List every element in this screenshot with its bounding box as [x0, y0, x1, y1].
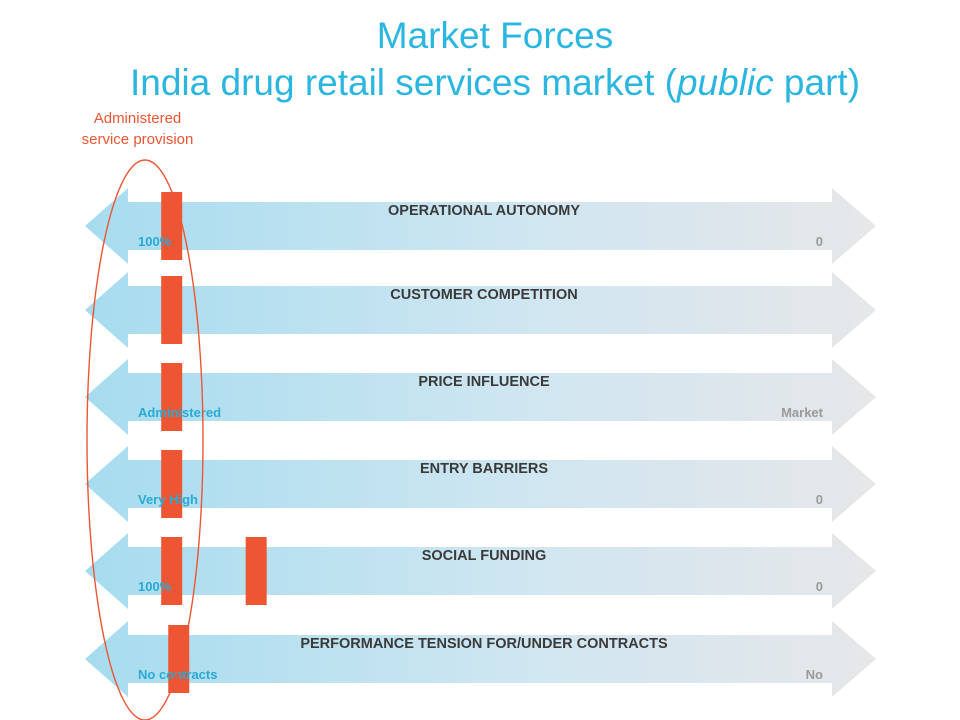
- highlight-ellipse: [86, 159, 204, 720]
- right-end-label: 0: [816, 579, 823, 594]
- double-arrow: [85, 188, 876, 264]
- double-arrow: [85, 359, 876, 435]
- double-arrow: [85, 272, 876, 348]
- arrow-row: CUSTOMER COMPETITION: [85, 272, 876, 348]
- arrow-row: PRICE INFLUENCE Administered Market: [85, 359, 876, 435]
- position-marker: [161, 537, 183, 605]
- position-marker: [161, 276, 183, 344]
- left-end-label: Administered: [138, 405, 221, 420]
- page-subtitle: India drug retail services market (publi…: [0, 64, 960, 101]
- double-arrow: [85, 533, 876, 609]
- arrow-row: ENTRY BARRIERS Very High 0: [85, 446, 876, 522]
- arrow-label: ENTRY BARRIERS: [420, 461, 548, 477]
- position-marker: [245, 537, 267, 605]
- right-end-label: 0: [816, 492, 823, 507]
- highlight-caption: Administered service provision: [60, 108, 215, 150]
- arrow-label: OPERATIONAL AUTONOMY: [388, 203, 580, 219]
- arrow-label: CUSTOMER COMPETITION: [390, 287, 577, 303]
- left-end-label: 100%: [138, 579, 172, 594]
- arrow-label: PERFORMANCE TENSION FOR/UNDER CONTRACTS: [300, 636, 668, 652]
- arrow-label: SOCIAL FUNDING: [422, 548, 547, 564]
- position-marker: [161, 450, 183, 518]
- page-title: Market Forces: [376, 15, 614, 56]
- left-end-label: No contracts: [138, 667, 217, 682]
- arrows-layer: OPERATIONAL AUTONOMY 100% 0 CUSTOMER COMPET…: [85, 188, 876, 697]
- arrow-row: SOCIAL FUNDING 100% 0: [85, 533, 876, 609]
- left-end-label: Very High: [138, 492, 198, 507]
- arrow-row: OPERATIONAL AUTONOMY 100% 0: [85, 188, 876, 264]
- arrow-label: PRICE INFLUENCE: [418, 374, 550, 390]
- left-end-label: 100%: [138, 234, 172, 249]
- arrow-row: PERFORMANCE TENSION FOR/UNDER CONTRACTS N…: [85, 621, 876, 697]
- caption-line-1: Administered: [93, 110, 182, 127]
- caption-line-2: service provision: [81, 131, 194, 148]
- position-marker: [168, 625, 190, 693]
- subtitle-pre: India drug retail services market (: [129, 62, 677, 103]
- right-end-label: Market: [781, 405, 824, 420]
- right-end-label: 0: [816, 234, 823, 249]
- position-marker: [161, 192, 183, 260]
- double-arrow: [85, 621, 876, 697]
- position-marker: [161, 363, 183, 431]
- right-end-label: No: [806, 667, 823, 682]
- double-arrow: [85, 446, 876, 522]
- subtitle-post: part): [773, 62, 861, 103]
- subtitle-italic: public: [676, 62, 774, 103]
